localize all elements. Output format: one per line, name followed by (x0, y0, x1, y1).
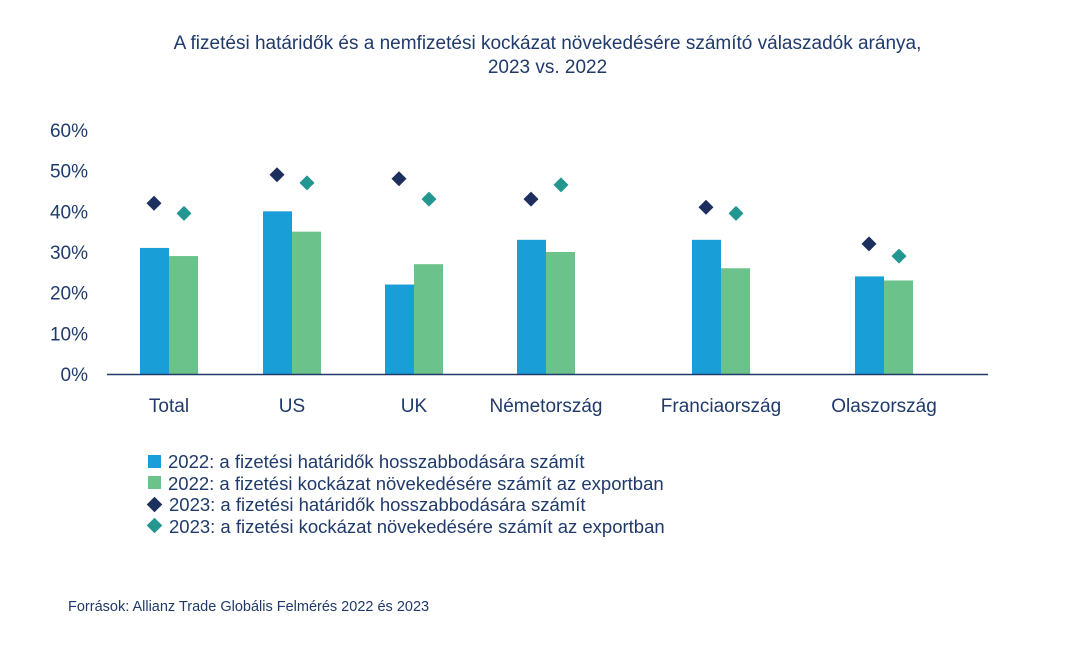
diamond-2023-terms (146, 195, 162, 211)
bar-2022-terms (140, 247, 169, 374)
diamond-2023-risk (421, 191, 437, 207)
diamond-2023-risk (553, 177, 569, 193)
diamond-2023-risk (299, 175, 315, 191)
y-tick-label: 40% (50, 202, 88, 223)
chart-area: 0% 10% 20% 30% 40% 50% 60% Total US UK Németország… (50, 121, 988, 417)
legend-label-2022-risk: 2022: a fizetési kockázat növekedésére s… (168, 472, 664, 494)
y-tick-label: 60% (50, 121, 88, 142)
diamond-2023-terms (269, 167, 285, 183)
chart-title-line-2: 2023 vs. 2022 (487, 57, 608, 78)
bar-2022-terms (855, 276, 884, 374)
legend-diamond-2023-risk (146, 517, 163, 534)
y-tick-label: 50% (50, 162, 88, 183)
legend-item-2023-risk: 2023: a fizetési kockázat növekedésére s… (146, 515, 665, 538)
diamond-2023-risk (176, 205, 192, 221)
x-tick-label: Franciaország (661, 396, 781, 417)
diamond-2023-risk (891, 248, 907, 264)
legend: 2022: a fizetési határidők hosszabbodásá… (146, 451, 665, 538)
bar-2022-risk (884, 280, 913, 374)
bar-2022-terms (385, 284, 414, 374)
y-tick-label: 0% (61, 365, 89, 386)
y-tick-label: 10% (50, 324, 88, 345)
diamond-2023-terms (861, 236, 877, 252)
bar-2022-risk (169, 256, 198, 374)
diamond-2023-terms (391, 171, 407, 187)
bar-2022-terms (263, 211, 292, 374)
bar-2022-risk (292, 231, 321, 374)
x-tick-label: Németország (490, 396, 603, 417)
legend-item-2023-terms: 2023: a fizetési határidők hosszabbodásá… (146, 494, 665, 516)
x-tick-label: US (279, 396, 305, 417)
legend-swatch-2022-risk (148, 476, 161, 490)
y-tick-label: 30% (50, 243, 88, 264)
legend-label-2023-terms: 2023: a fizetési határidők hosszabbodásá… (169, 494, 586, 515)
bar-2022-risk (546, 252, 575, 374)
legend-item-2022-terms: 2022: a fizetési határidők hosszabbodásá… (148, 451, 665, 473)
x-tick-label: Olaszország (831, 396, 937, 417)
diamond-2023-risk (728, 205, 744, 221)
chart-title: A fizetési határidők és a nemfizetési ko… (0, 32, 1065, 80)
legend-swatch-2022-terms (148, 454, 161, 468)
legend-item-2022-risk: 2022: a fizetési kockázat növekedésére s… (148, 473, 665, 495)
bar-2022-risk (414, 264, 443, 374)
diamond-2023-terms (698, 199, 714, 215)
diamond-2023-terms (523, 191, 539, 207)
chart-title-line-1: A fizetési határidők és a nemfizetési ko… (173, 33, 922, 54)
x-tick-label: Total (149, 396, 189, 417)
legend-label-2022-terms: 2022: a fizetési határidők hosszabbodásá… (168, 451, 585, 472)
bar-2022-terms (517, 239, 546, 374)
y-tick-label: 20% (50, 284, 88, 305)
bar-2022-risk (721, 268, 750, 374)
legend-diamond-2023-terms (146, 496, 163, 512)
x-tick-label: UK (401, 396, 428, 417)
legend-label-2023-risk: 2023: a fizetési kockázat növekedésére s… (169, 515, 665, 537)
bar-2022-terms (692, 239, 721, 374)
source-note: Források: Allianz Trade Globális Felméré… (68, 599, 430, 615)
